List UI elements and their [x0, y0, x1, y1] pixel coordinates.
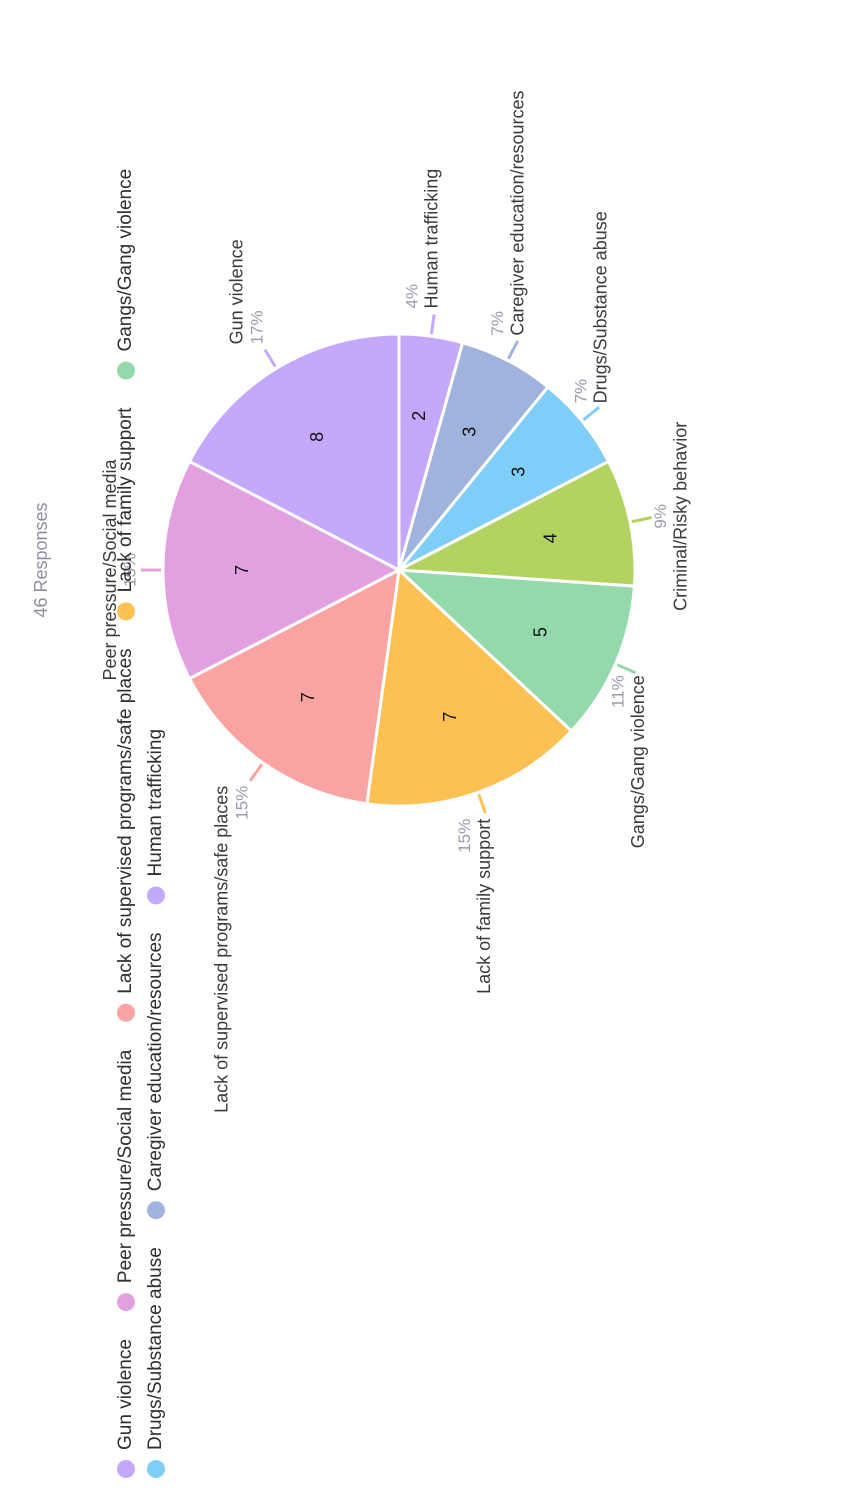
slice-label-group: Gun violence 17% [227, 239, 267, 344]
slice-percent-label: 15% [120, 553, 139, 587]
legend-label[interactable]: Caregiver education/resources [145, 932, 166, 1191]
pie-slices [161, 332, 637, 808]
slice-leader-line [631, 516, 652, 524]
legend-swatch [117, 1003, 135, 1022]
slice-category-label: Lack of family support [474, 819, 494, 994]
slice-percent-label: 11% [609, 675, 628, 708]
slice-count-label: 3 [509, 467, 529, 477]
legend-swatch [117, 602, 135, 621]
slice-count-label: 3 [459, 427, 479, 437]
legend-swatch [117, 1293, 135, 1312]
pie-slice[interactable] [393, 459, 637, 588]
slice-leader-line [582, 406, 601, 421]
pie-slice[interactable] [187, 567, 401, 806]
pie-slice[interactable] [394, 568, 637, 734]
slice-percent-label: 17% [247, 310, 266, 344]
legend-swatch [117, 361, 135, 380]
slice-count-label: 7 [298, 692, 318, 702]
slice-category-label: Gangs/Gang violence [628, 675, 648, 848]
slice-category-label: Criminal/Risky behavior [670, 422, 690, 611]
responses-count: 46 Responses [31, 502, 51, 617]
slice-count-label: 5 [531, 627, 551, 637]
legend-swatch [117, 1460, 135, 1478]
legend-swatch [147, 886, 165, 905]
slice-percent-label: 4% [402, 284, 421, 309]
legend-swatch [147, 1460, 165, 1478]
legend-label[interactable]: Lack of family support [115, 407, 136, 593]
slice-leader-line [616, 663, 637, 675]
slice-category-label: Gun violence [227, 239, 247, 344]
slice-percent-label: 15% [455, 819, 474, 853]
slice-leader-line [429, 314, 436, 335]
legend-swatch [147, 1201, 165, 1220]
slice-leader-line [507, 340, 520, 360]
slice-percent-label: 7% [488, 311, 507, 336]
legend-label[interactable]: Drugs/Substance abuse [145, 1247, 166, 1450]
legend-label[interactable]: Gangs/Gang violence [115, 169, 136, 352]
legend-label[interactable]: Peer pressure/Social media [115, 1049, 136, 1283]
slice-category-label: Human trafficking [422, 169, 442, 309]
slice-category-label: Drugs/Substance abuse [591, 211, 611, 403]
slice-count-label: 8 [307, 432, 327, 442]
legend-label[interactable]: Gun violence [115, 1339, 136, 1450]
slice-count-label: 7 [232, 565, 252, 575]
legend: Gun violence Peer pressure/Social media La… [115, 169, 166, 1478]
slice-leader-line [477, 793, 487, 814]
slice-leader-line [248, 763, 264, 782]
pie-slice[interactable] [187, 332, 401, 573]
slice-label-group: Lack of supervised programs/safe places 1… [212, 786, 252, 1113]
pie-slice[interactable] [161, 459, 403, 681]
slice-percent-label: 15% [232, 786, 251, 820]
slice-category-label: Lack of supervised programs/safe places [212, 786, 232, 1113]
slice-percent-label: 9% [651, 504, 670, 529]
legend-label[interactable]: Human trafficking [145, 729, 166, 877]
pie-slice[interactable] [365, 566, 574, 808]
slice-label-group: Peer pressure/Social media 15% [100, 458, 140, 680]
slice-category-label: Peer pressure/Social media [100, 458, 120, 680]
slice-count-label: 7 [440, 712, 460, 722]
legend-label[interactable]: Lack of supervised programs/safe places [115, 648, 136, 993]
slice-count-label: 2 [409, 411, 429, 421]
slice-leader-line [263, 348, 277, 368]
slice-category-label: Caregiver education/resources [507, 90, 527, 335]
slice-percent-label: 7% [571, 379, 590, 404]
slice-count-label: 4 [540, 533, 560, 543]
